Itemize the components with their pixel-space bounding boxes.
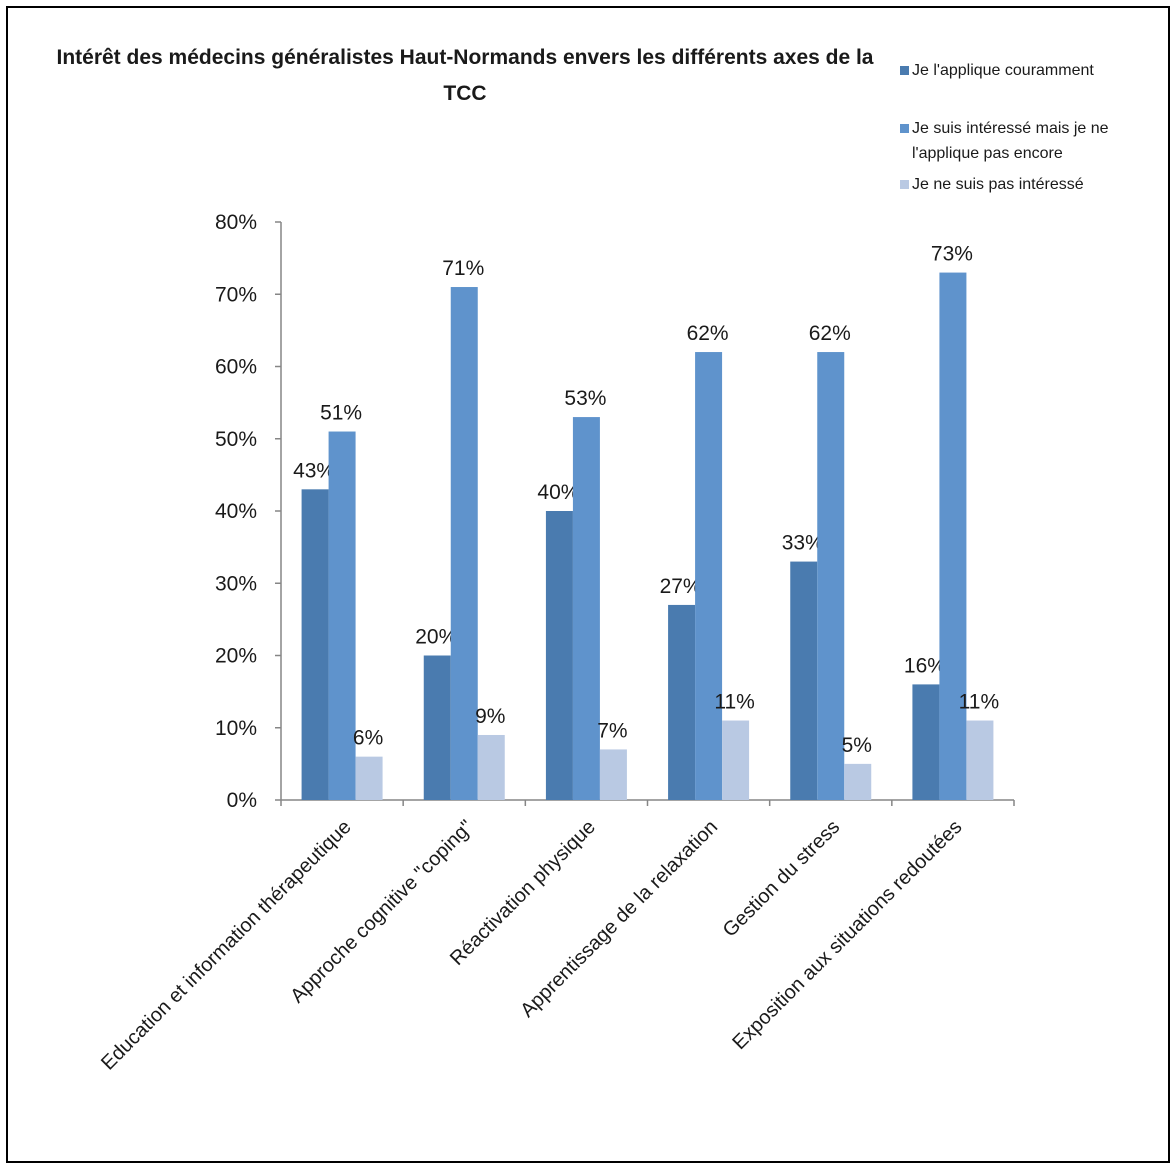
data-label: 7%	[597, 719, 627, 742]
data-label: 20%	[415, 626, 457, 649]
data-label: 62%	[687, 322, 729, 345]
y-tick-label: 80%	[215, 211, 257, 234]
data-label: 62%	[809, 322, 851, 345]
bar	[572, 417, 600, 800]
bar	[817, 352, 845, 800]
bar	[668, 604, 696, 800]
bar	[844, 763, 872, 800]
data-label: 9%	[475, 705, 505, 728]
data-label: 11%	[959, 691, 999, 714]
y-tick-label: 20%	[215, 645, 257, 668]
legend-swatch-2	[900, 180, 909, 189]
data-label: 16%	[904, 654, 946, 677]
data-label: 51%	[320, 402, 362, 425]
data-label: 71%	[442, 257, 484, 280]
bar	[545, 511, 573, 800]
y-tick-label: 60%	[215, 356, 257, 379]
legend-swatch-1	[900, 124, 909, 133]
bar	[355, 756, 383, 800]
y-tick-label: 10%	[215, 717, 257, 740]
bar	[939, 272, 967, 800]
x-category-label: Education et information thérapeutique	[97, 816, 356, 1075]
data-label: 43%	[293, 459, 335, 482]
bar	[301, 489, 329, 800]
data-label: 27%	[660, 575, 702, 598]
bar	[599, 749, 627, 800]
y-tick-label: 50%	[215, 428, 257, 451]
legend-label-2: Je ne suis pas intéressé	[912, 176, 1084, 193]
x-category-label: Gestion du stress	[719, 816, 845, 942]
legend-label-0: Je l'applique couramment	[912, 62, 1094, 79]
data-label: 5%	[842, 734, 872, 757]
y-tick-label: 70%	[215, 283, 257, 306]
legend-label-1: Je suis intéressé mais je ne l'applique …	[912, 120, 1109, 162]
bar	[912, 684, 940, 800]
data-label: 33%	[782, 532, 824, 555]
bar	[695, 352, 723, 800]
chart-title: Intérêt des médecins généralistes Haut-N…	[56, 46, 874, 105]
data-label: 6%	[353, 727, 383, 750]
data-label: 40%	[537, 481, 579, 504]
bar	[450, 287, 478, 800]
bar	[722, 720, 750, 800]
data-label: 73%	[931, 243, 973, 266]
data-label: 11%	[714, 691, 754, 714]
x-category-label: Apprentissage de la relaxation	[516, 816, 722, 1022]
bar	[328, 431, 356, 800]
y-tick-label: 0%	[227, 789, 257, 812]
bar	[790, 561, 818, 800]
bar	[966, 720, 994, 800]
legend-swatch-0	[900, 66, 909, 75]
y-tick-label: 40%	[215, 500, 257, 523]
data-label: 53%	[564, 387, 606, 410]
bar	[423, 655, 451, 800]
bar	[477, 734, 505, 800]
y-tick-label: 30%	[215, 572, 257, 595]
x-category-label: Exposition aux situations redoutées	[728, 816, 966, 1054]
